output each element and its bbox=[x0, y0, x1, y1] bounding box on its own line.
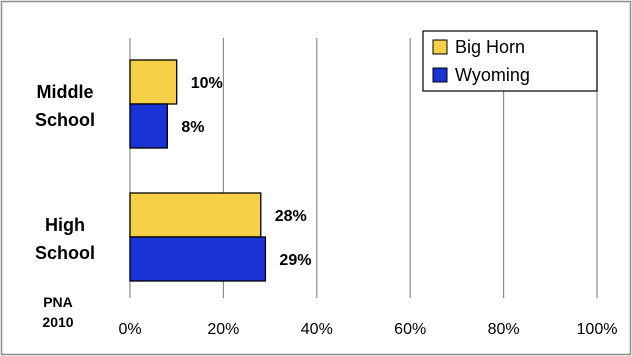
annotation-line-1: PNA bbox=[43, 294, 73, 310]
data-label: 10% bbox=[191, 75, 223, 92]
annotation-line-2: 2010 bbox=[42, 314, 73, 330]
data-label: 29% bbox=[279, 252, 311, 269]
legend-swatch-wyoming bbox=[432, 67, 448, 83]
data-label: 28% bbox=[275, 208, 307, 225]
bar-big-horn-0 bbox=[129, 59, 178, 105]
annotation: PNA 2010 bbox=[42, 294, 73, 330]
x-tick-label: 40% bbox=[301, 321, 333, 338]
legend-label-wyoming: Wyoming bbox=[455, 65, 530, 85]
legend: Big Horn Wyoming bbox=[422, 30, 598, 92]
category-label: High bbox=[45, 215, 85, 235]
category-labels: Middle School High School bbox=[35, 82, 95, 263]
legend-box bbox=[422, 30, 598, 92]
legend-label-big-horn: Big Horn bbox=[455, 37, 525, 57]
category-label: School bbox=[35, 243, 95, 263]
x-tick-label: 80% bbox=[488, 321, 520, 338]
x-tick-label: 100% bbox=[577, 321, 618, 338]
legend-swatch-big-horn bbox=[432, 39, 448, 55]
x-tick-labels: 0% 20% 40% 60% 80% 100% bbox=[118, 321, 617, 338]
x-tick-label: 0% bbox=[118, 321, 141, 338]
bars bbox=[129, 59, 267, 282]
x-tick-label: 20% bbox=[207, 321, 239, 338]
data-label: 8% bbox=[181, 119, 204, 136]
category-label: School bbox=[35, 110, 95, 130]
category-label: Middle bbox=[37, 82, 94, 102]
value-labels: 10% 8% 28% 29% bbox=[181, 75, 311, 269]
bar-big-horn-1 bbox=[129, 192, 262, 238]
x-tick-label: 60% bbox=[394, 321, 426, 338]
bar-wyoming-0 bbox=[129, 103, 169, 149]
bar-wyoming-1 bbox=[129, 236, 267, 282]
